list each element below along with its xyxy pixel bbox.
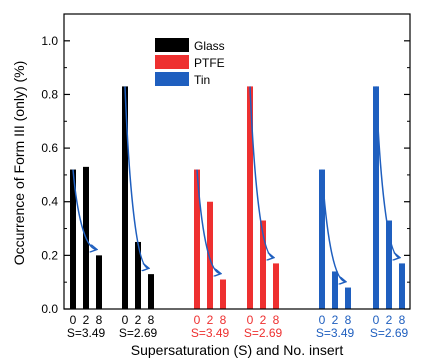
bar-glass-0-2 — [96, 255, 102, 309]
legend-swatch-ptfe — [155, 55, 189, 69]
x-supersaturation-label: S=3.49 — [316, 326, 355, 340]
plot-frame — [63, 13, 411, 310]
bar-tin-4-0 — [319, 169, 325, 309]
trend-arrow — [375, 86, 399, 257]
x-insert-label: 8 — [96, 313, 103, 327]
y-tick-label: 0.8 — [41, 87, 58, 101]
trend-arrow — [196, 169, 220, 274]
x-insert-label: 0 — [319, 313, 326, 327]
y-axis: 0.0 0.2 0.4 0.6 0.8 1.0 — [41, 34, 410, 316]
x-insert-label: 8 — [148, 313, 155, 327]
bar-glass-1-2 — [148, 274, 154, 309]
bar-tin-5-2 — [399, 263, 405, 309]
x-insert-label: 2 — [135, 313, 142, 327]
legend: Glass PTFE Tin — [155, 38, 225, 87]
trend-arrow — [72, 169, 96, 250]
x-insert-label: 0 — [247, 313, 254, 327]
x-insert-label: 8 — [345, 313, 352, 327]
x-insert-label: 8 — [273, 313, 280, 327]
bar-glass-1-1 — [135, 241, 141, 309]
bar-ptfe-2-2 — [220, 279, 226, 309]
x-axis: 0 2 8S=3.490 2 8S=2.690 2 8S=3.490 2 8S=2.690 2 8S… — [67, 313, 409, 340]
bar-tin-4-1 — [332, 271, 338, 309]
x-insert-label: 2 — [332, 313, 339, 327]
x-supersaturation-label: S=2.69 — [370, 326, 409, 340]
x-insert-label: 8 — [220, 313, 227, 327]
legend-swatch-glass — [155, 38, 189, 52]
x-supersaturation-label: S=2.69 — [119, 326, 158, 340]
bar-glass-0-0 — [70, 169, 76, 309]
bar-ptfe-2-0 — [194, 169, 200, 309]
x-insert-label: 0 — [194, 313, 201, 327]
x-insert-label: 2 — [260, 313, 267, 327]
y-tick-label: 0.4 — [41, 195, 58, 209]
y-tick-label: 0.0 — [41, 302, 58, 316]
bar-glass-1-0 — [122, 86, 128, 309]
x-insert-label: 2 — [83, 313, 90, 327]
bar-tin-4-2 — [345, 287, 351, 309]
bar-ptfe-2-1 — [207, 201, 213, 309]
y-tick-label: 1.0 — [41, 34, 58, 48]
legend-label-ptfe: PTFE — [194, 56, 225, 70]
x-insert-label: 0 — [373, 313, 380, 327]
y-axis-title: Occurrence of Form III (only) (%) — [11, 61, 27, 266]
x-insert-label: 2 — [386, 313, 393, 327]
legend-swatch-tin — [155, 72, 189, 86]
legend-label-tin: Tin — [194, 73, 210, 87]
bar-tin-5-1 — [386, 220, 392, 309]
bar-ptfe-3-0 — [247, 86, 253, 309]
y-tick-label: 0.2 — [41, 248, 58, 262]
trend-arrow — [124, 86, 148, 268]
trend-arrow — [249, 86, 273, 257]
trend-arrow — [321, 169, 345, 282]
x-axis-title: Supersaturation (S) and No. insert — [131, 342, 344, 358]
y-tick-label: 0.6 — [41, 141, 58, 155]
bar-tin-5-0 — [373, 86, 379, 309]
x-insert-label: 0 — [70, 313, 77, 327]
legend-label-glass: Glass — [194, 39, 225, 53]
x-supersaturation-label: S=2.69 — [244, 326, 283, 340]
bars-layer — [70, 86, 405, 309]
x-insert-label: 2 — [207, 313, 214, 327]
bar-ptfe-3-1 — [260, 220, 266, 309]
x-insert-label: 0 — [122, 313, 129, 327]
x-insert-label: 8 — [399, 313, 406, 327]
x-supersaturation-label: S=3.49 — [191, 326, 230, 340]
trend-arrows — [72, 86, 399, 282]
bar-ptfe-3-2 — [273, 263, 279, 309]
x-supersaturation-label: S=3.49 — [67, 326, 106, 340]
